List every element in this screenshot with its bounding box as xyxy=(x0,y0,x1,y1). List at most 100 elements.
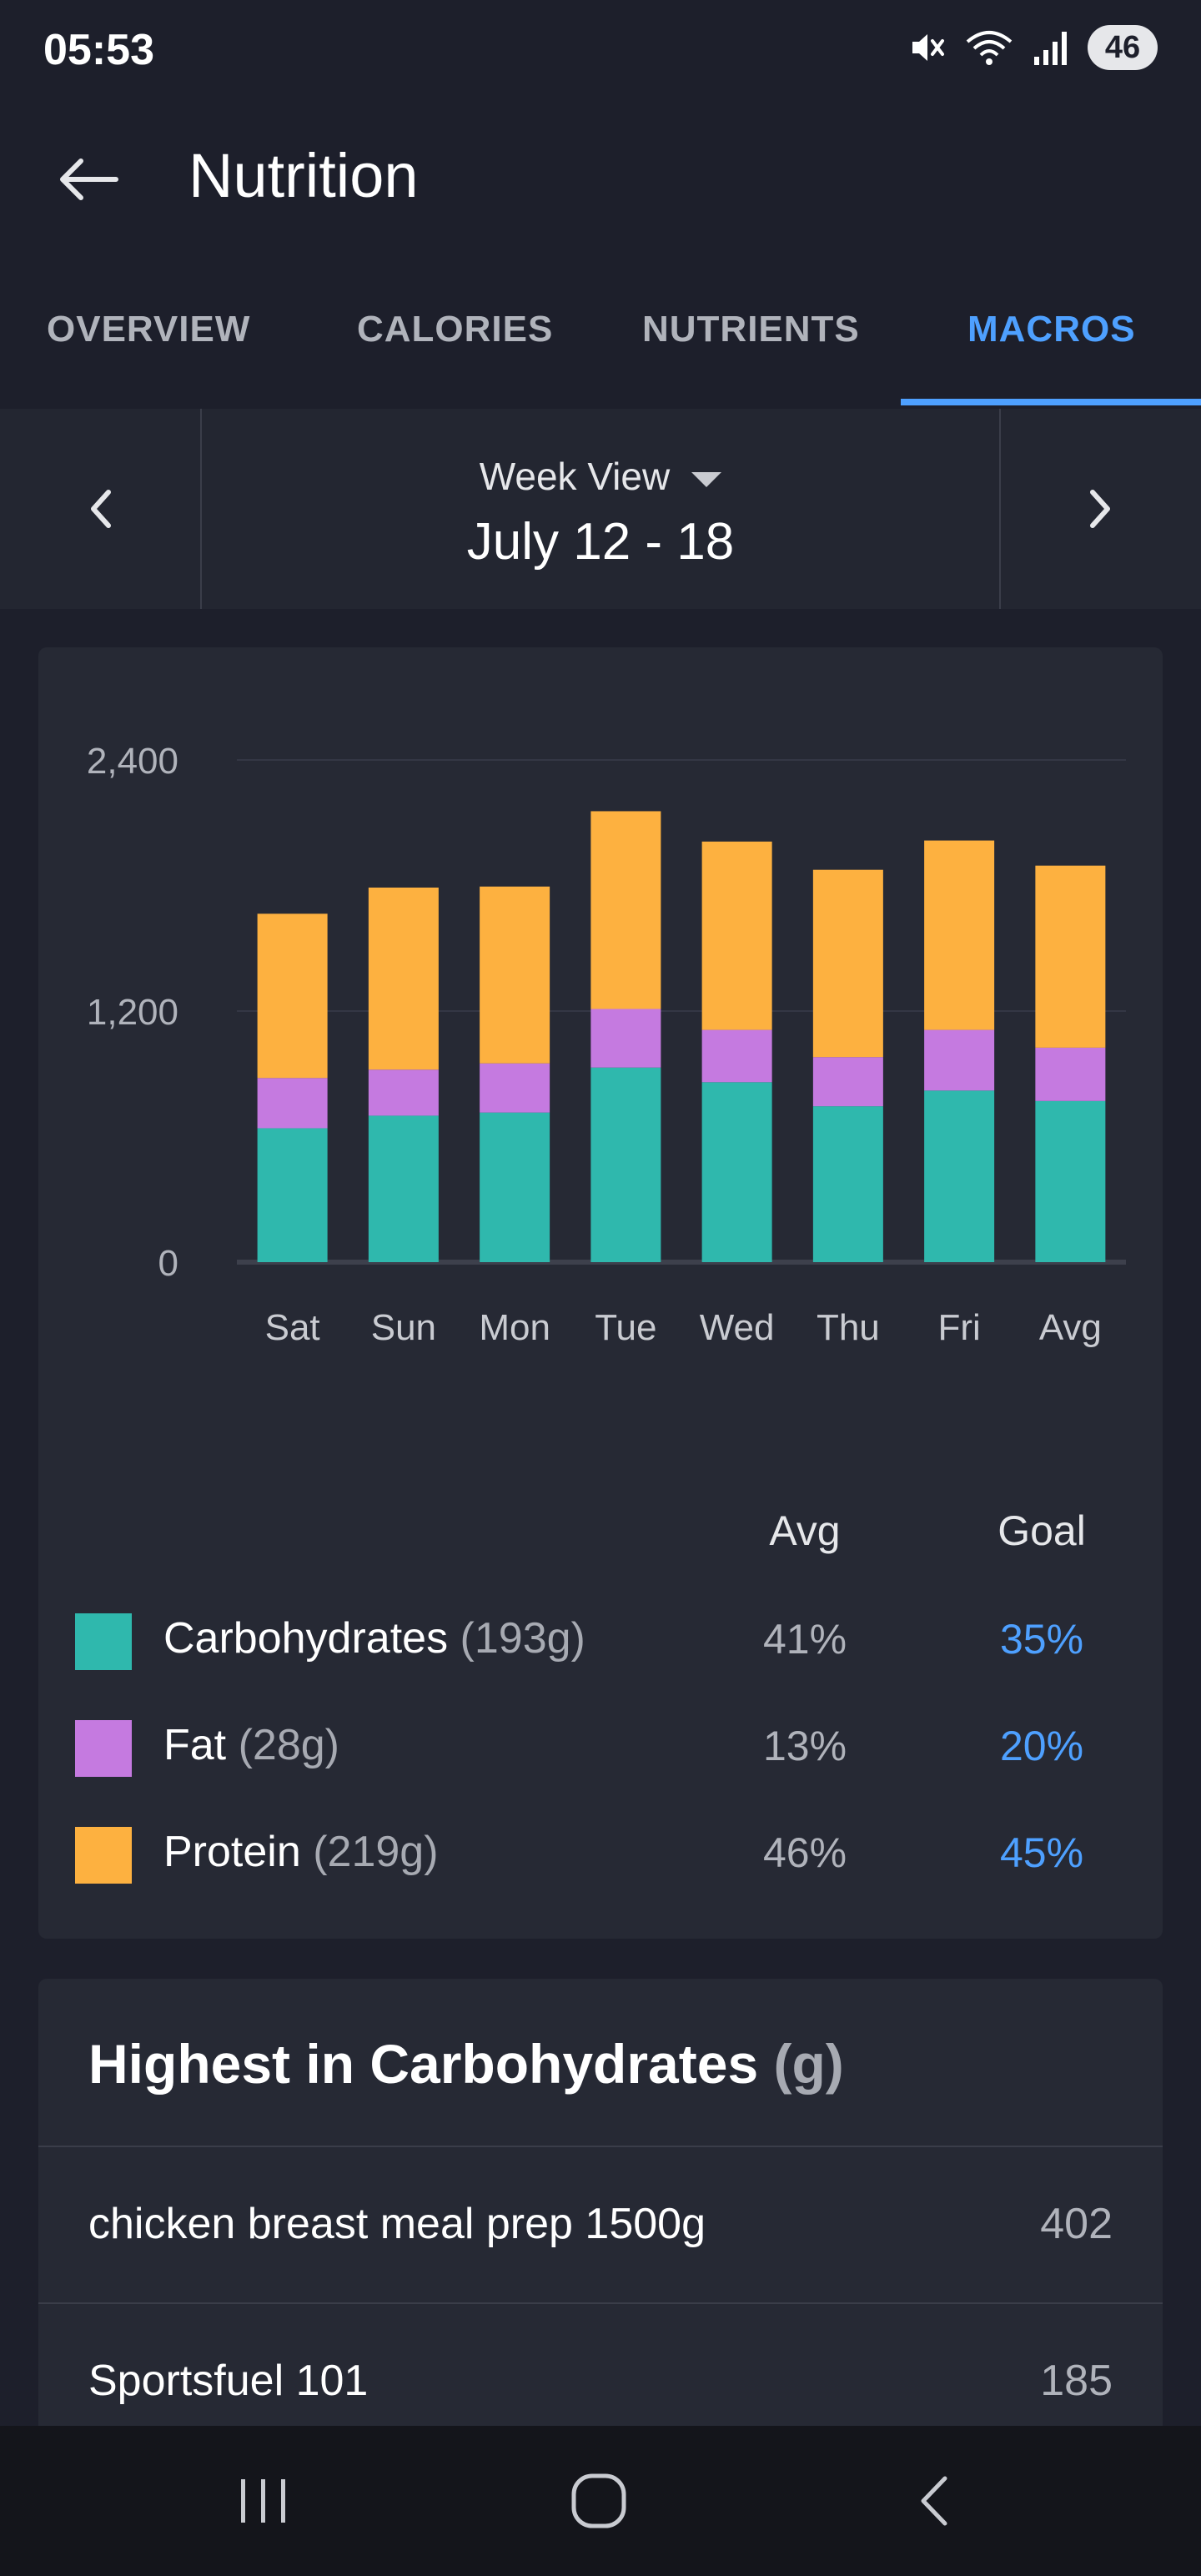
recent-apps-icon[interactable] xyxy=(214,2459,314,2543)
legend-name: Protein (219g) xyxy=(163,1827,439,1877)
tab-overview[interactable]: OVERVIEW xyxy=(47,309,251,350)
bar-segment-protein-sat[interactable] xyxy=(257,913,328,1079)
x-tick-label: Wed xyxy=(700,1307,775,1348)
list-title-text: Highest in Carbohydrates xyxy=(88,2033,759,2095)
legend-grams: (193g) xyxy=(460,1614,585,1663)
mute-icon xyxy=(912,34,944,61)
x-tick-label: Fri xyxy=(937,1307,980,1348)
legend-grams: (28g) xyxy=(238,1721,339,1769)
legend-label: Carbohydrates xyxy=(163,1614,449,1663)
page-title: Nutrition xyxy=(188,141,419,210)
legend-row-fat: Fat (28g) 13% 20% xyxy=(38,1702,1163,1785)
legend-avg: 13% xyxy=(762,1723,847,1769)
bar-segment-fat-mon[interactable] xyxy=(480,1063,550,1113)
legend-avg: 41% xyxy=(762,1616,847,1663)
legend-row-carbohydrates: Carbohydrates (193g) 41% 35% xyxy=(38,1595,1163,1678)
x-tick-label: Avg xyxy=(1039,1307,1102,1348)
fat-swatch xyxy=(75,1720,132,1777)
bar-segment-carbohydrates-fri[interactable] xyxy=(924,1090,995,1262)
divider xyxy=(999,409,1001,609)
legend-goal: 45% xyxy=(999,1829,1084,1876)
bar-segment-protein-avg[interactable] xyxy=(1035,865,1106,1048)
bar-segment-fat-sat[interactable] xyxy=(257,1078,328,1129)
bar-segment-fat-thu[interactable] xyxy=(812,1057,883,1107)
divider xyxy=(200,409,202,609)
battery-icon: 46 xyxy=(1088,25,1158,70)
y-tick-label: 2,400 xyxy=(87,741,178,782)
macros-chart-card: 2,400 1,200 0 Sat Sun Mon Tue Wed Thu Fri Avg Avg … xyxy=(38,647,1163,1939)
legend-row-protein: Protein (219g) 46% 45% xyxy=(38,1809,1163,1892)
week-navigator: Week View July 12 - 18 xyxy=(0,409,1201,609)
list-title-unit: (g) xyxy=(773,2033,844,2095)
bar-segment-carbohydrates-sun[interactable] xyxy=(368,1115,439,1262)
legend-goal: 20% xyxy=(999,1723,1084,1769)
bar-segment-protein-fri[interactable] xyxy=(924,840,995,1030)
divider xyxy=(38,2146,1163,2147)
week-view-dropdown[interactable]: Week View xyxy=(0,454,1201,499)
tab-nutrients[interactable]: NUTRIENTS xyxy=(642,309,860,350)
x-tick-label: Sun xyxy=(371,1307,436,1348)
list-item[interactable]: chicken breast meal prep 1500g 402 xyxy=(38,2147,1163,2302)
legend-label: Fat xyxy=(163,1721,227,1769)
status-time: 05:53 xyxy=(43,26,154,74)
list-item[interactable]: Sportsfuel 101 185 xyxy=(38,2304,1163,2459)
status-bar: 05:53 46 xyxy=(0,0,1201,108)
food-value: 402 xyxy=(1040,2200,1113,2248)
x-tick-label: Thu xyxy=(817,1307,880,1348)
bar-segment-carbohydrates-mon[interactable] xyxy=(480,1112,550,1262)
back-icon[interactable] xyxy=(884,2459,984,2543)
bar-segment-fat-tue[interactable] xyxy=(590,1009,661,1068)
chevron-left-icon xyxy=(91,490,111,528)
bar-segment-fat-fri[interactable] xyxy=(924,1029,995,1091)
week-view-label: Week View xyxy=(479,455,671,498)
wifi-icon xyxy=(966,31,1013,65)
bar-segment-carbohydrates-sat[interactable] xyxy=(257,1128,328,1262)
y-tick-label: 1,200 xyxy=(87,992,178,1033)
carbohydrates-swatch xyxy=(75,1613,132,1670)
back-arrow-icon[interactable] xyxy=(50,142,125,217)
bar-segment-protein-mon[interactable] xyxy=(480,886,550,1064)
bar-segment-fat-wed[interactable] xyxy=(701,1029,772,1083)
bar-segment-protein-wed[interactable] xyxy=(701,841,772,1030)
signal-icon xyxy=(1034,32,1067,65)
bar-segment-carbohydrates-avg[interactable] xyxy=(1035,1100,1106,1262)
legend-grams: (219g) xyxy=(313,1828,439,1876)
divider xyxy=(38,2302,1163,2304)
y-tick-label: 0 xyxy=(158,1243,178,1284)
previous-week-button[interactable] xyxy=(50,459,150,559)
x-tick-label: Tue xyxy=(595,1307,656,1348)
bar-segment-fat-avg[interactable] xyxy=(1035,1047,1106,1101)
bar-segment-protein-tue[interactable] xyxy=(590,811,661,1009)
tab-macros[interactable]: MACROS xyxy=(967,309,1136,350)
food-name: Sportsfuel 101 xyxy=(88,2357,369,2405)
system-nav-bar xyxy=(0,2426,1201,2576)
app-bar: Nutrition xyxy=(0,108,1201,234)
protein-swatch xyxy=(75,1827,132,1884)
next-week-button[interactable] xyxy=(1051,459,1151,559)
bar-segment-carbohydrates-wed[interactable] xyxy=(701,1082,772,1262)
chevron-down-icon xyxy=(691,471,722,487)
bar-segment-carbohydrates-thu[interactable] xyxy=(812,1106,883,1262)
bar-segment-carbohydrates-tue[interactable] xyxy=(590,1067,661,1262)
tab-calories[interactable]: CALORIES xyxy=(357,309,554,350)
home-icon[interactable] xyxy=(549,2459,649,2543)
x-tick-label: Mon xyxy=(479,1307,550,1348)
chevron-right-icon xyxy=(1090,490,1110,528)
avg-header: Avg xyxy=(769,1507,841,1554)
legend-name: Fat (28g) xyxy=(163,1720,339,1770)
tab-bar: OVERVIEW CALORIES NUTRIENTS MACROS xyxy=(0,284,1201,409)
list-title: Highest in Carbohydrates (g) xyxy=(88,2032,844,2096)
legend-avg: 46% xyxy=(762,1829,847,1876)
bar-segment-protein-thu[interactable] xyxy=(812,869,883,1058)
food-value: 185 xyxy=(1040,2357,1113,2405)
tab-indicator xyxy=(901,399,1201,405)
macros-bar-chart: 2,400 1,200 0 Sat Sun Mon Tue Wed Thu Fri Avg xyxy=(87,741,1126,1348)
week-range: July 12 - 18 xyxy=(466,513,735,571)
bar-segment-protein-sun[interactable] xyxy=(368,888,439,1070)
bar-segment-fat-sun[interactable] xyxy=(368,1069,439,1116)
legend-label: Protein xyxy=(163,1828,301,1876)
x-tick-label: Sat xyxy=(265,1307,320,1348)
legend-goal: 35% xyxy=(999,1616,1084,1663)
status-icons: 46 xyxy=(907,25,1158,70)
legend-name: Carbohydrates (193g) xyxy=(163,1613,585,1663)
